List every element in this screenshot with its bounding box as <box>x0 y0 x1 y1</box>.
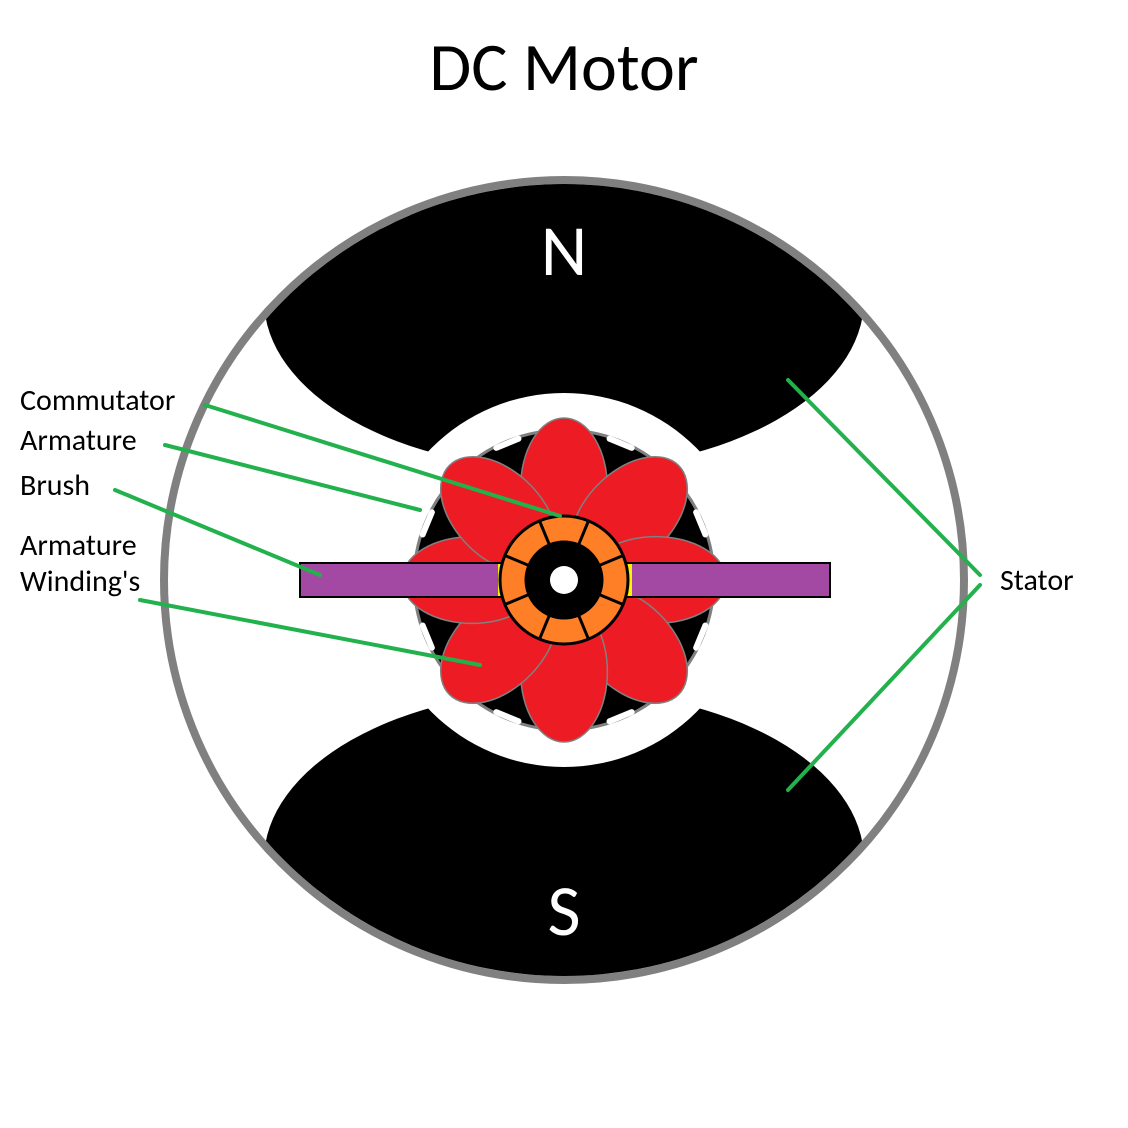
callout-label-brush: Brush <box>20 467 90 504</box>
callout-label-stator: Stator <box>1000 562 1074 599</box>
pole-label-north: N <box>541 207 587 295</box>
callout-label-armature: Armature <box>20 422 137 459</box>
brush-right <box>620 563 830 597</box>
brush-left <box>300 563 510 597</box>
callout-label-armature-windings-1: Armature <box>20 527 137 564</box>
diagram-title: DC Motor <box>429 26 698 109</box>
callout-label-commutator: Commutator <box>20 382 175 419</box>
pole-label-south: S <box>547 867 580 955</box>
shaft-hole <box>550 566 578 594</box>
callout-label-armature-windings-2: Winding's <box>20 563 140 600</box>
